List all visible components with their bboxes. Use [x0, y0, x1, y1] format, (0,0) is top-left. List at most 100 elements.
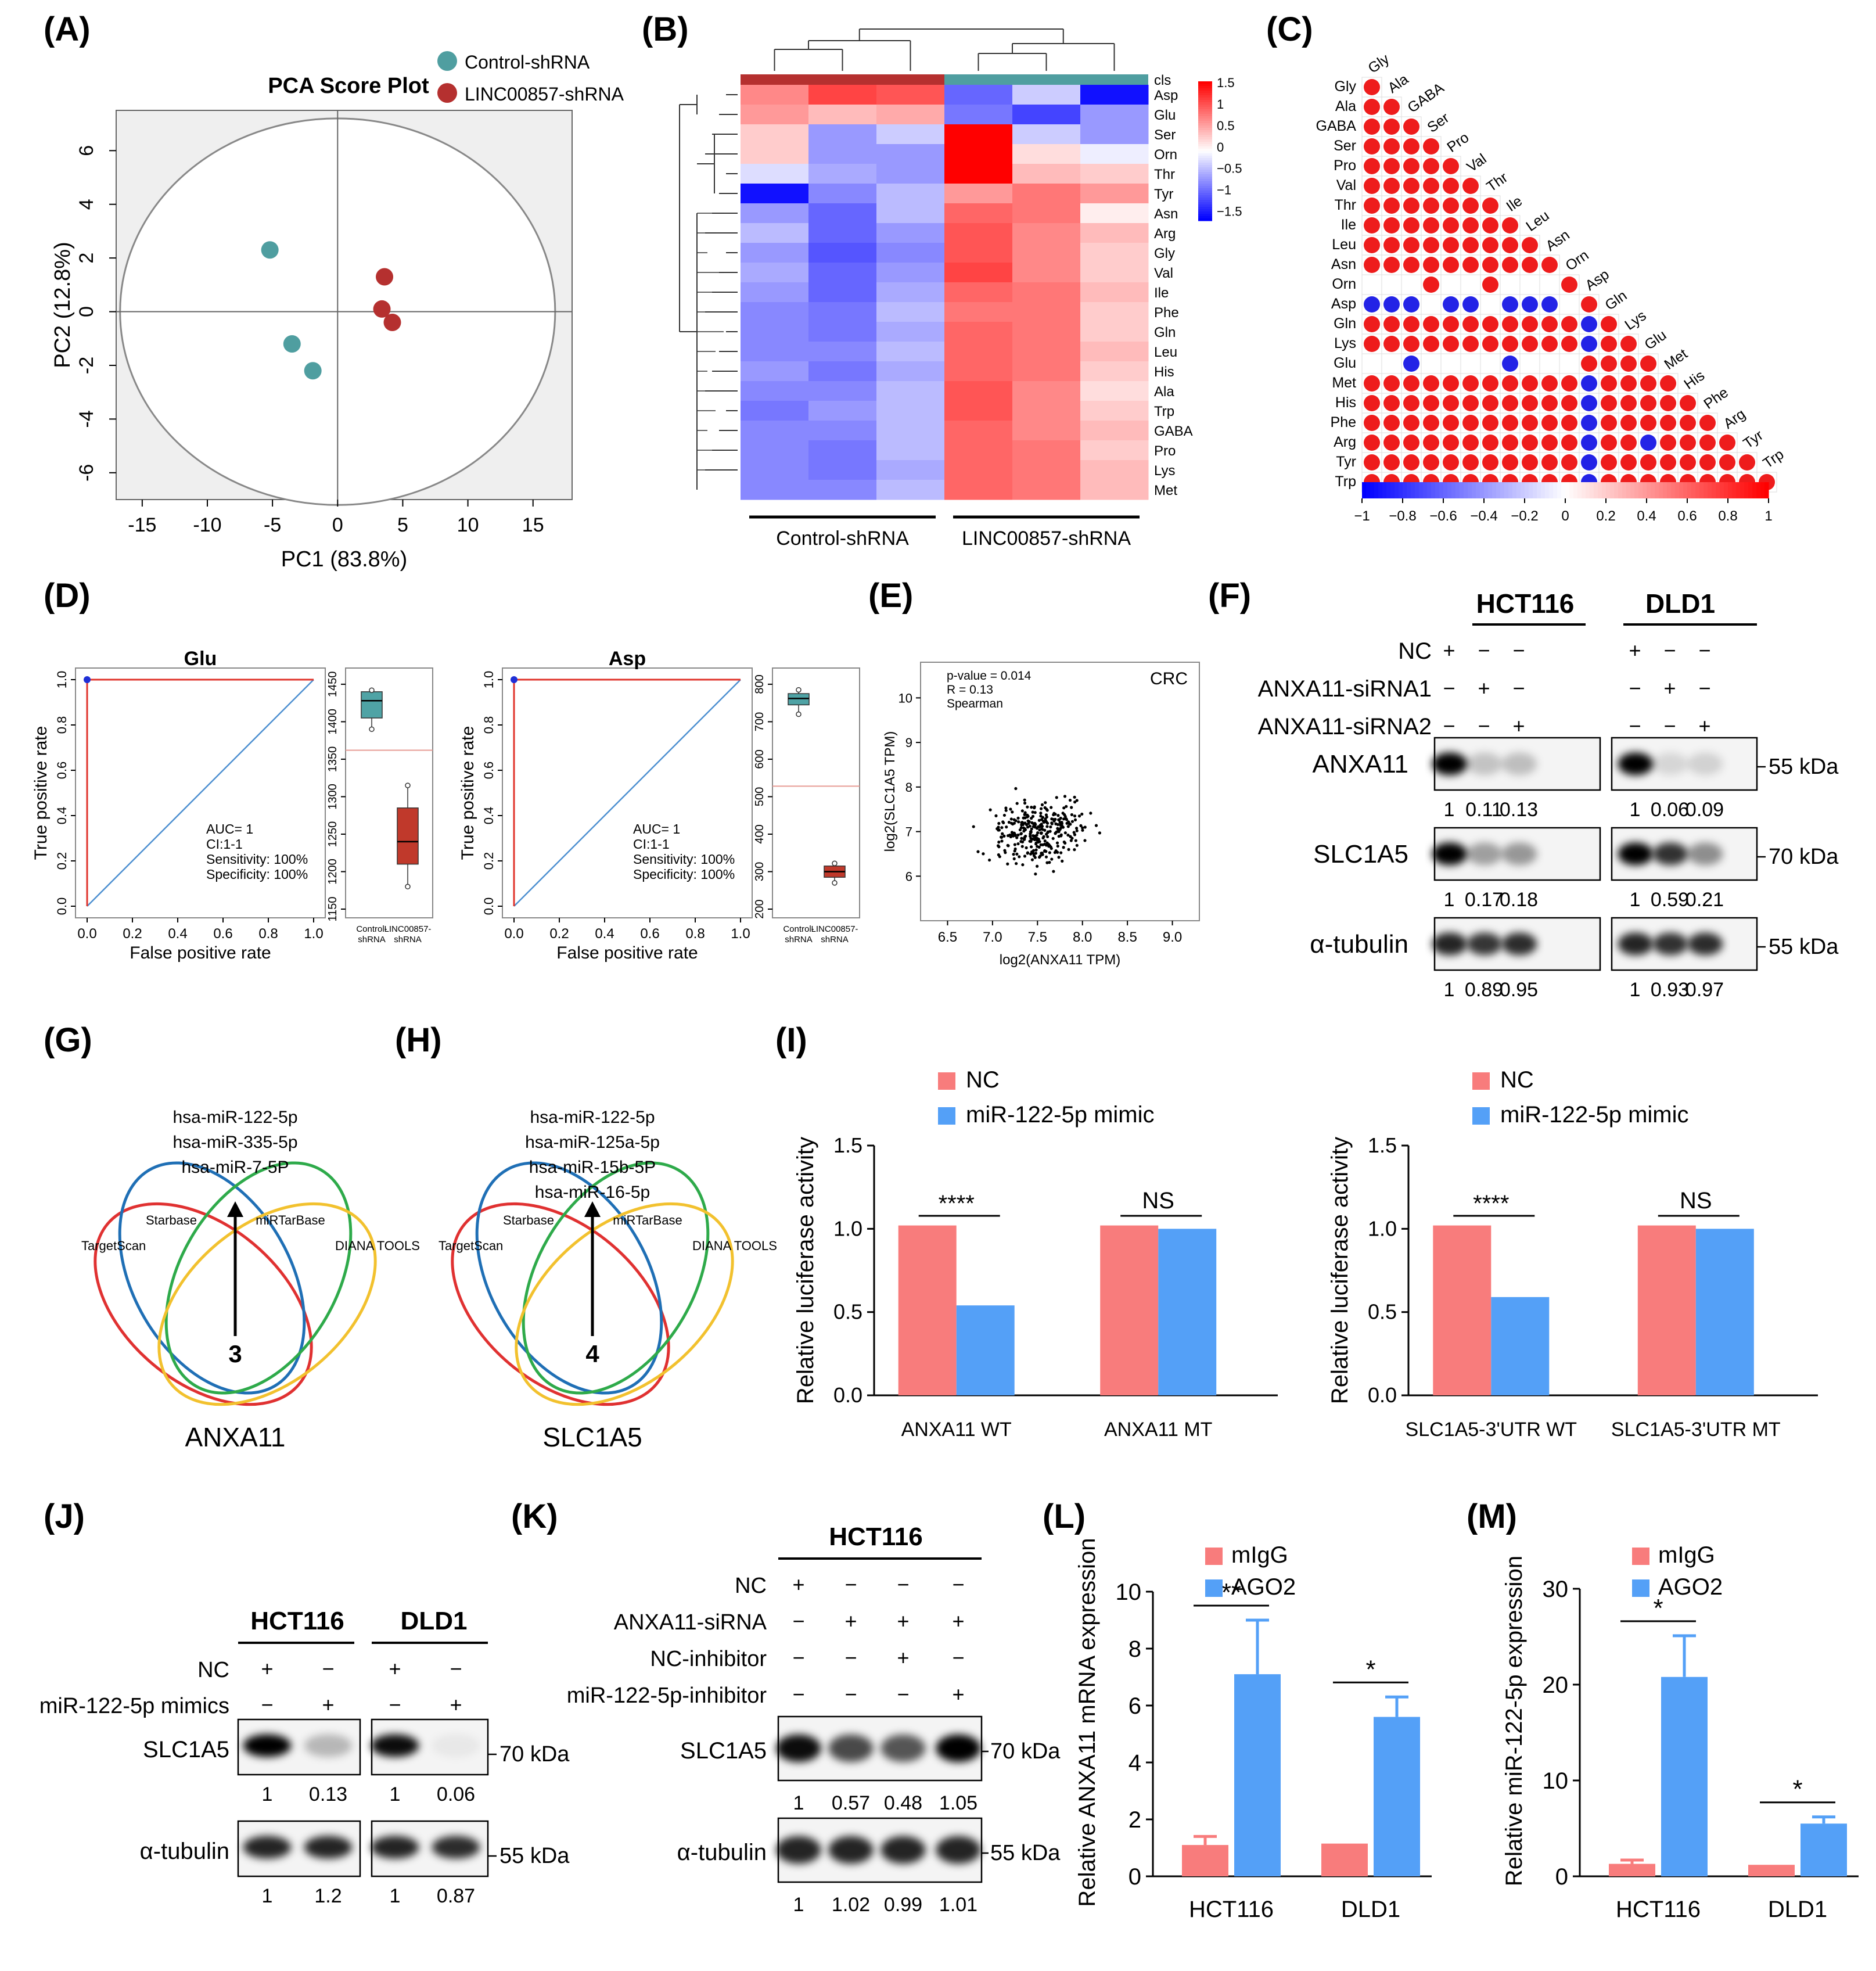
colorbar-cell: [1708, 482, 1712, 498]
condition-mark: −: [897, 1573, 909, 1596]
heatmap-cell: [876, 480, 945, 500]
colorbar-cell: [1667, 482, 1672, 498]
colorbar-cell: [1594, 482, 1598, 498]
data-point: [1030, 817, 1033, 820]
point: [832, 860, 838, 867]
corr-dot: [1383, 395, 1400, 411]
corr-dot: [1364, 415, 1380, 431]
data-point: [1051, 836, 1055, 841]
corr-dot: [1640, 435, 1656, 451]
grid-cell: [1381, 274, 1402, 295]
corr-dot: [1403, 158, 1419, 174]
heatmap-cell: [1012, 223, 1081, 243]
corr-dot: [1383, 178, 1400, 194]
corr-dot: [1383, 316, 1400, 332]
row-label: Thr: [1335, 197, 1357, 213]
colorbar-cell: [1529, 482, 1533, 498]
heatmap-cell: [741, 322, 809, 342]
diag-label: Gln: [1602, 288, 1630, 314]
corr-dot: [1423, 415, 1439, 431]
grid-cell: [1539, 353, 1560, 374]
data-point: [373, 300, 391, 318]
corr-dot: [1443, 158, 1459, 174]
row-label: Met: [1332, 375, 1356, 391]
heatmap-cell: [876, 361, 945, 382]
data-point: [1040, 803, 1044, 806]
colorbar-cell: [1366, 482, 1371, 498]
data-point: [1040, 852, 1044, 855]
heatmap-cell: [1012, 381, 1081, 401]
data-point: [1048, 851, 1051, 855]
corr-dot: [1423, 375, 1439, 392]
data-point: [987, 858, 991, 862]
condition-mark: +: [952, 1609, 964, 1633]
colorbar-tick: 0.2: [1596, 508, 1615, 524]
colorbar-cell: [1198, 172, 1212, 175]
data-point: [1032, 854, 1036, 857]
heatmap-cell: [876, 144, 945, 164]
roc-point: [511, 676, 517, 683]
data-point: [1013, 843, 1016, 846]
corr-dot: [1403, 454, 1419, 471]
data-point: [989, 808, 992, 812]
condition-mark: −: [261, 1693, 273, 1717]
corr-dot: [1561, 316, 1577, 332]
corr-dot: [1403, 178, 1419, 194]
data-point: [1041, 843, 1045, 846]
corr-dot: [1601, 435, 1617, 451]
grid-cell: [1421, 353, 1442, 374]
condition-label: NC: [735, 1574, 767, 1598]
row-label: His: [1335, 394, 1356, 411]
data-point: [1041, 820, 1045, 823]
heatmap-cell: [944, 480, 1013, 500]
data-point: [1046, 835, 1050, 838]
category-label: DLD1: [1768, 1897, 1827, 1922]
colorbar-cell: [1198, 170, 1212, 173]
data-point: [1069, 839, 1073, 842]
data-point: [1075, 843, 1079, 847]
corr-dot: [1660, 415, 1676, 431]
data-point: [1073, 800, 1077, 804]
x-tick-label: 7.0: [983, 929, 1002, 945]
data-point: [1034, 872, 1037, 876]
data-point: [383, 314, 401, 332]
y-tick-label: -2: [76, 357, 98, 374]
corr-dot: [1443, 237, 1459, 253]
panel-label: (I): [775, 1021, 807, 1059]
data-point: [1023, 813, 1026, 816]
box-category-label: shRNA: [785, 935, 813, 945]
data-point: [1040, 831, 1043, 835]
corr-dot: [1522, 415, 1538, 431]
colorbar-cell: [1435, 482, 1440, 498]
data-point: [1004, 809, 1008, 812]
y-tick-label: 0.0: [55, 897, 69, 916]
data-point: [1009, 817, 1013, 821]
data-point: [1073, 833, 1077, 836]
data-point: [1037, 825, 1041, 828]
venn-set: [475, 1161, 663, 1395]
colorbar-cell: [1748, 482, 1753, 498]
corr-dot: [1443, 178, 1459, 194]
colorbar-cell: [1198, 179, 1212, 182]
arrow-head: [584, 1201, 601, 1217]
grid-cell: [1440, 353, 1461, 374]
data-point: [1003, 849, 1007, 852]
colorbar-cell: [1476, 482, 1480, 498]
condition-mark: +: [1698, 714, 1710, 738]
panel-label: (A): [44, 10, 91, 48]
data-point: [1027, 820, 1031, 824]
bar: [1374, 1717, 1420, 1876]
bar: [1661, 1676, 1708, 1876]
heatmap-cell: [808, 243, 877, 263]
row-label: Phe: [1154, 305, 1179, 321]
heatmap-cell: [741, 361, 809, 382]
heatmap-cell: [876, 124, 945, 145]
heatmap-cell: [808, 144, 877, 164]
corr-dot: [1482, 454, 1498, 471]
blot-band: [1618, 842, 1654, 866]
corr-dot: [1601, 454, 1617, 471]
corr-dot: [1383, 237, 1400, 253]
y-tick-label: 1200: [326, 859, 339, 885]
data-point: [1025, 846, 1028, 850]
colorbar-cell: [1378, 482, 1383, 498]
